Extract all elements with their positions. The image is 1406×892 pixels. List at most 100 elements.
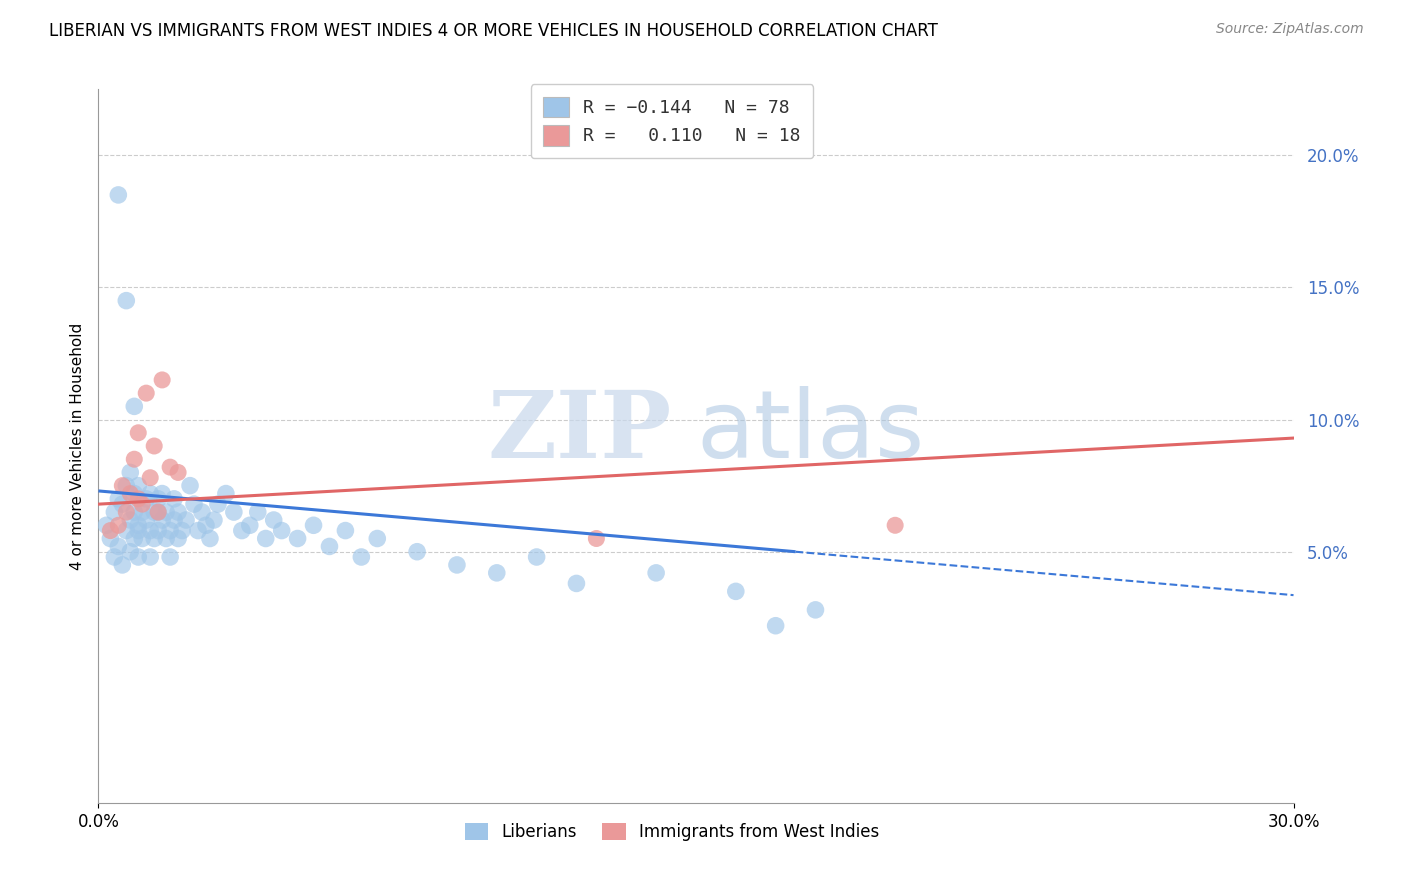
Y-axis label: 4 or more Vehicles in Household: 4 or more Vehicles in Household — [69, 322, 84, 570]
Point — [127, 478, 149, 492]
Point — [127, 518, 149, 533]
Point — [159, 549, 181, 564]
Point — [111, 478, 134, 492]
Point — [207, 497, 229, 511]
Point — [765, 618, 787, 632]
Point — [139, 549, 162, 564]
Point — [155, 532, 177, 546]
Point — [127, 425, 149, 440]
Point — [115, 478, 138, 492]
Point — [148, 524, 170, 538]
Point — [148, 505, 170, 519]
Point — [187, 524, 209, 538]
Point — [565, 576, 588, 591]
Point — [804, 603, 827, 617]
Text: ZIP: ZIP — [488, 387, 672, 476]
Point — [270, 524, 292, 538]
Point — [183, 497, 205, 511]
Point — [103, 505, 125, 519]
Point — [150, 513, 173, 527]
Point — [246, 505, 269, 519]
Point — [143, 505, 166, 519]
Point — [131, 505, 153, 519]
Point — [150, 486, 173, 500]
Point — [139, 524, 162, 538]
Point — [150, 373, 173, 387]
Point — [222, 505, 245, 519]
Point — [131, 532, 153, 546]
Point — [120, 545, 142, 559]
Point — [167, 505, 190, 519]
Point — [143, 439, 166, 453]
Point — [143, 532, 166, 546]
Point — [645, 566, 668, 580]
Point — [191, 505, 214, 519]
Point — [239, 518, 262, 533]
Point — [107, 491, 129, 506]
Point — [179, 478, 201, 492]
Point — [107, 518, 129, 533]
Point — [167, 466, 190, 480]
Point — [585, 532, 607, 546]
Point — [526, 549, 548, 564]
Point — [202, 513, 225, 527]
Point — [159, 460, 181, 475]
Point — [127, 491, 149, 506]
Point — [107, 540, 129, 554]
Point — [159, 524, 181, 538]
Point — [120, 486, 142, 500]
Text: Source: ZipAtlas.com: Source: ZipAtlas.com — [1216, 22, 1364, 37]
Point — [124, 486, 146, 500]
Point — [406, 545, 429, 559]
Point — [350, 549, 373, 564]
Point — [127, 549, 149, 564]
Point — [124, 532, 146, 546]
Point — [139, 471, 162, 485]
Point — [724, 584, 747, 599]
Point — [198, 532, 221, 546]
Point — [485, 566, 508, 580]
Text: LIBERIAN VS IMMIGRANTS FROM WEST INDIES 4 OR MORE VEHICLES IN HOUSEHOLD CORRELAT: LIBERIAN VS IMMIGRANTS FROM WEST INDIES … — [49, 22, 938, 40]
Point — [287, 532, 309, 546]
Point — [103, 549, 125, 564]
Point — [148, 491, 170, 506]
Point — [231, 524, 253, 538]
Point — [96, 518, 118, 533]
Point — [120, 466, 142, 480]
Point — [135, 513, 157, 527]
Text: atlas: atlas — [696, 385, 924, 478]
Point — [124, 452, 146, 467]
Point — [155, 505, 177, 519]
Point — [254, 532, 277, 546]
Point — [127, 524, 149, 538]
Point — [215, 486, 238, 500]
Point — [446, 558, 468, 572]
Point — [124, 400, 146, 414]
Point — [120, 513, 142, 527]
Point — [318, 540, 340, 554]
Point — [139, 486, 162, 500]
Point — [163, 491, 186, 506]
Point — [167, 532, 190, 546]
Point — [115, 524, 138, 538]
Point — [148, 505, 170, 519]
Point — [195, 518, 218, 533]
Point — [107, 188, 129, 202]
Point — [111, 558, 134, 572]
Point — [124, 505, 146, 519]
Point — [98, 524, 122, 538]
Point — [163, 513, 186, 527]
Point — [131, 497, 153, 511]
Point — [263, 513, 285, 527]
Point — [174, 513, 197, 527]
Point — [884, 518, 907, 533]
Point — [335, 524, 357, 538]
Point — [115, 293, 138, 308]
Point — [302, 518, 325, 533]
Point — [366, 532, 388, 546]
Point — [98, 532, 122, 546]
Point — [135, 386, 157, 401]
Point — [115, 505, 138, 519]
Legend: Liberians, Immigrants from West Indies: Liberians, Immigrants from West Indies — [458, 816, 886, 848]
Point — [111, 497, 134, 511]
